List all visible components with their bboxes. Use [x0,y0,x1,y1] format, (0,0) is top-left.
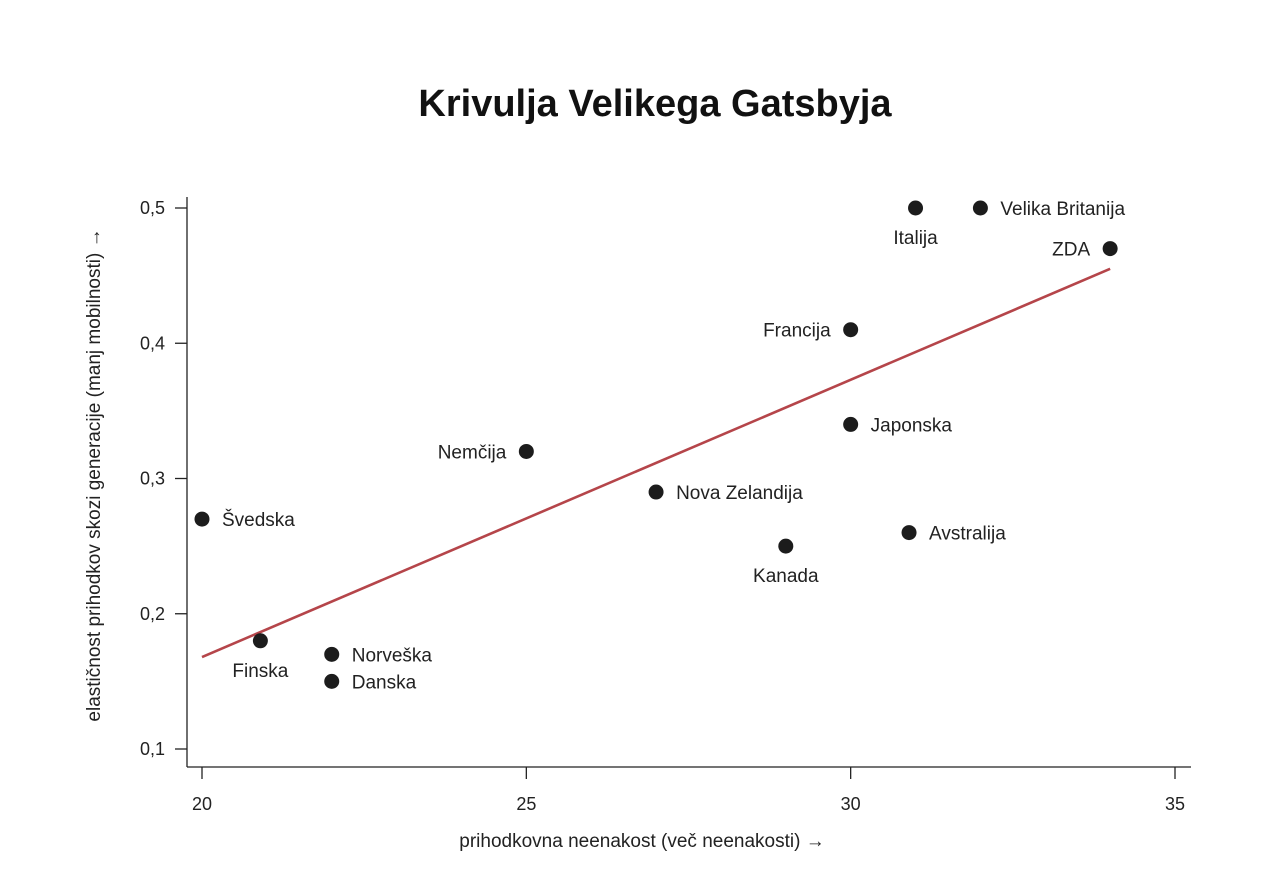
data-point-svedska [194,511,210,527]
data-point-italija [908,200,924,216]
point-label-francija: Francija [763,321,831,342]
x-axis-label: prihodkovna neenakost (več neenakosti) → [459,831,824,852]
y-ticks: 0,1 0,2 0,3 0,4 0,5 [140,198,187,759]
y-tick-label: 0,3 [140,469,165,489]
data-point-danska [324,673,340,689]
data-point-japonska [843,416,859,432]
point-label-italija: Italija [893,228,938,249]
point-label-svedska: Švedska [222,509,295,531]
y-tick-label: 0,2 [140,604,165,624]
y-tick-label: 0,4 [140,333,165,353]
x-ticks: 20 25 30 35 [192,767,1185,814]
axes [186,197,1191,768]
point-label-japonska: Japonska [871,415,953,436]
point-label-kanada: Kanada [753,566,819,587]
trend-line [201,267,1111,659]
point-label-nova-zelandija: Nova Zelandija [676,483,803,504]
point-label-finska: Finska [232,661,288,682]
chart-title: Krivulja Velikega Gatsbyja [418,83,892,125]
data-point-nemcija [518,443,534,459]
point-label-zda: ZDA [1052,240,1090,261]
x-tick-label: 35 [1165,794,1185,814]
x-tick-label: 25 [516,794,536,814]
data-point-avstralija [901,525,917,541]
data-point-nova-zelandija [648,484,664,500]
data-point-zda [1102,241,1118,257]
y-tick-label: 0,1 [140,739,165,759]
data-point-norveska [324,646,340,662]
point-label-nemcija: Nemčija [438,442,507,463]
data-point-finska [252,633,268,649]
x-tick-label: 30 [841,794,861,814]
point-label-velika-britanija: Velika Britanija [1000,199,1125,220]
data-point-kanada [778,538,794,554]
y-axis-label: elastičnost prihodkov skozi generacije (… [84,228,105,721]
x-tick-label: 20 [192,794,212,814]
y-tick-label: 0,5 [140,198,165,218]
point-label-avstralija: Avstralija [929,524,1006,545]
point-label-danska: Danska [352,672,417,693]
data-point-velika-britanija [972,200,988,216]
data-points: Švedska Finska Norveška Danska Nemčija Nova Z… [194,199,1125,693]
point-label-norveska: Norveška [352,645,433,666]
data-point-francija [843,322,859,338]
